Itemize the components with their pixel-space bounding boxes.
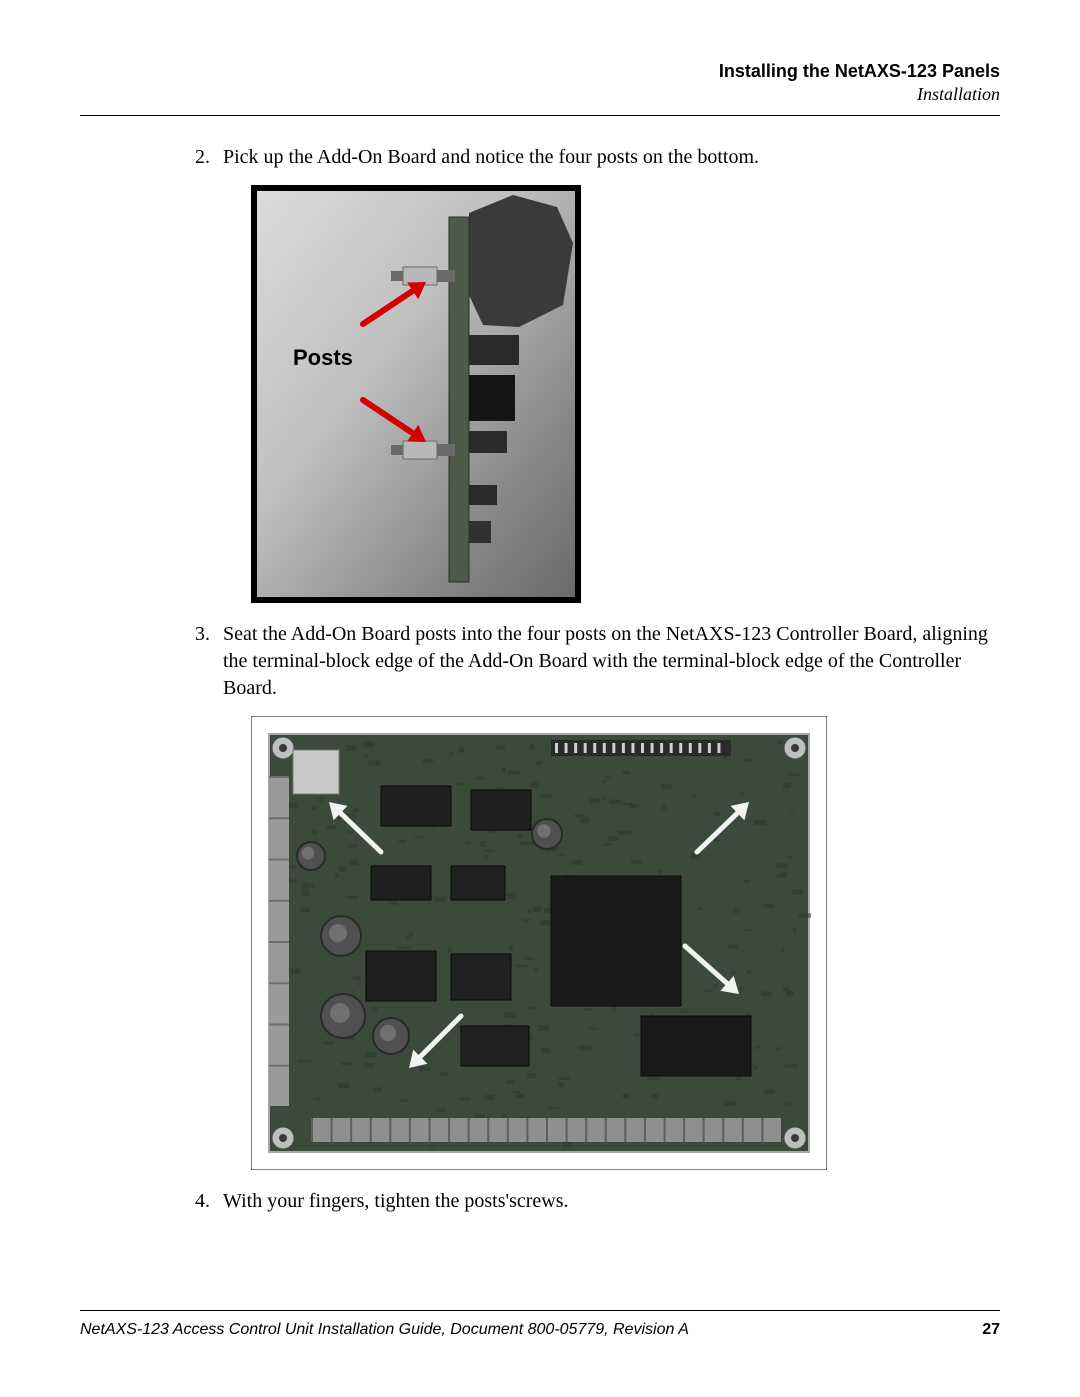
header-subtitle: Installation (80, 83, 1000, 106)
step-4: 4. With your fingers, tighten the posts'… (195, 1188, 1000, 1215)
figure-controller-board (251, 716, 1000, 1170)
document-page: Installing the NetAXS-123 Panels Install… (0, 0, 1080, 1397)
posts-illustration: Posts (251, 185, 581, 603)
step-text: Seat the Add-On Board posts into the fou… (223, 623, 988, 699)
header-title: Installing the NetAXS-123 Panels (80, 60, 1000, 83)
step-2: 2. Pick up the Add-On Board and notice t… (195, 144, 1000, 603)
controller-board-illustration (251, 716, 827, 1170)
step-number: 3. (195, 621, 210, 648)
page-number: 27 (982, 1321, 1000, 1339)
page-header: Installing the NetAXS-123 Panels Install… (80, 60, 1000, 116)
svg-text:Posts: Posts (293, 345, 353, 370)
step-number: 2. (195, 144, 210, 171)
footer-text: NetAXS-123 Access Control Unit Installat… (80, 1321, 689, 1339)
page-footer: NetAXS-123 Access Control Unit Installat… (80, 1310, 1000, 1339)
step-text: With your fingers, tighten the posts'scr… (223, 1190, 569, 1212)
figure-posts: Posts (251, 185, 1000, 603)
step-number: 4. (195, 1188, 210, 1215)
instruction-list: 2. Pick up the Add-On Board and notice t… (195, 144, 1000, 1215)
content-area: 2. Pick up the Add-On Board and notice t… (195, 144, 1000, 1215)
step-3: 3. Seat the Add-On Board posts into the … (195, 621, 1000, 1170)
step-text: Pick up the Add-On Board and notice the … (223, 146, 759, 168)
